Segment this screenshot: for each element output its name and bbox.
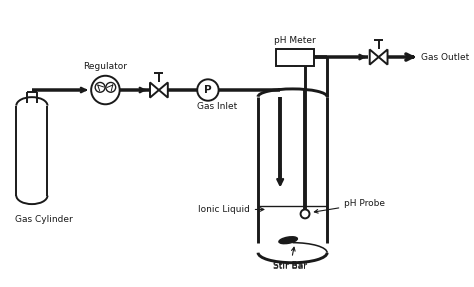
Text: Regulator: Regulator xyxy=(83,62,128,71)
Polygon shape xyxy=(370,49,379,65)
Text: Gas Inlet: Gas Inlet xyxy=(197,102,237,111)
Text: Ionic Liquid: Ionic Liquid xyxy=(198,205,264,214)
Text: Stir Bar: Stir Bar xyxy=(273,263,307,272)
Text: Gas Cylinder: Gas Cylinder xyxy=(15,215,73,224)
Text: Stir Bar: Stir Bar xyxy=(273,247,307,270)
Circle shape xyxy=(197,79,219,101)
Polygon shape xyxy=(150,82,159,98)
Text: P: P xyxy=(204,85,212,95)
Text: Gas Outlet: Gas Outlet xyxy=(420,53,469,61)
Circle shape xyxy=(301,210,310,218)
Text: pH Probe: pH Probe xyxy=(314,199,385,213)
Polygon shape xyxy=(159,82,168,98)
Polygon shape xyxy=(379,49,388,65)
Bar xyxy=(276,49,314,65)
Text: pH Meter: pH Meter xyxy=(274,36,316,45)
Circle shape xyxy=(91,76,120,104)
Ellipse shape xyxy=(279,237,297,244)
